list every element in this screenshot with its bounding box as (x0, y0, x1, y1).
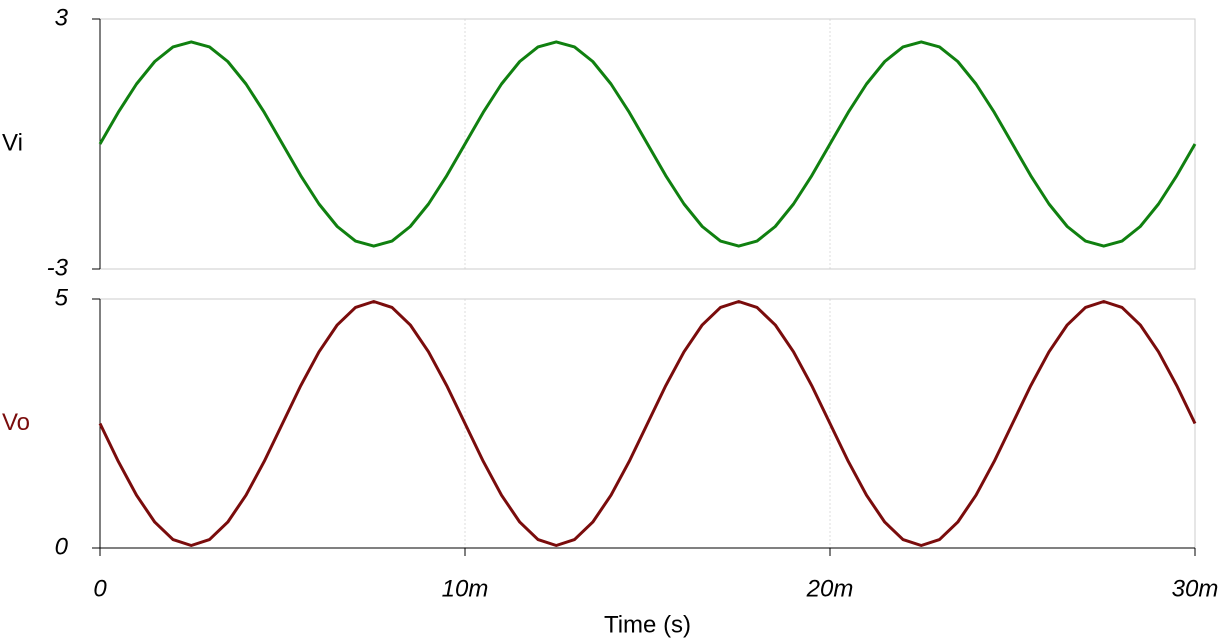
x-axis-label: Time (s) (604, 611, 691, 638)
y-tick-label: -3 (47, 254, 69, 281)
line (98, 40, 1197, 248)
y-axis-label: Vi (2, 129, 23, 156)
x-tick-label: 20m (806, 575, 854, 602)
y-axis-label: Vo (2, 409, 30, 436)
y-tick-label: 0 (55, 533, 69, 560)
x-tick-label: 0 (93, 575, 107, 602)
y-tick-label: 5 (55, 284, 69, 311)
x-tick-label: 10m (442, 575, 489, 602)
line (98, 299, 1197, 548)
y-tick-label: 3 (55, 4, 69, 31)
x-tick-label: 30m (1172, 575, 1219, 602)
